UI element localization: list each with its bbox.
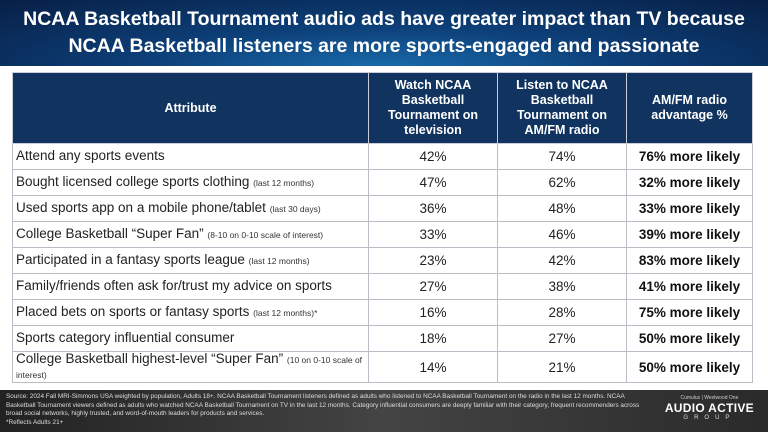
tv-value: 14%: [368, 351, 498, 383]
attribute-cell: Placed bets on sports or fantasy sports …: [12, 299, 369, 326]
attribute-cell: College Basketball “Super Fan” (8-10 on …: [12, 221, 369, 248]
logo-top: Cumulus | Westwood One: [680, 395, 739, 401]
tv-value: 23%: [368, 247, 498, 274]
advantage-value: 41% more likely: [626, 273, 753, 300]
attribute-note: (8-10 on 0-10 scale of interest): [207, 230, 324, 240]
tv-value: 18%: [368, 325, 498, 352]
table-row: Family/friends often ask for/trust my ad…: [12, 273, 753, 300]
attribute-label: Attend any sports events: [16, 148, 165, 163]
radio-value: 38%: [497, 273, 627, 300]
radio-value: 27%: [497, 325, 627, 352]
attribute-cell: Used sports app on a mobile phone/tablet…: [12, 195, 369, 222]
footer: Source: 2024 Fall MRI-Simmons USA weight…: [0, 390, 768, 432]
table-row: Attend any sports events 42% 74% 76% mor…: [12, 143, 753, 170]
attribute-note: (last 12 months): [253, 178, 315, 188]
audio-active-group-logo: Cumulus | Westwood One AUDIO ACTIVE GROU…: [665, 395, 754, 421]
page-title: NCAA Basketball Tournament audio ads hav…: [0, 0, 768, 66]
header-attribute: Attribute: [12, 72, 369, 144]
title-line-1: NCAA Basketball Tournament audio ads hav…: [23, 8, 745, 30]
table-row: College Basketball “Super Fan” (8-10 on …: [12, 221, 753, 248]
tv-value: 16%: [368, 299, 498, 326]
attribute-cell: Family/friends often ask for/trust my ad…: [12, 273, 369, 300]
attribute-label: College Basketball “Super Fan”: [16, 226, 204, 241]
tv-value: 42%: [368, 143, 498, 170]
radio-value: 42%: [497, 247, 627, 274]
table-row: Placed bets on sports or fantasy sports …: [12, 299, 753, 326]
attribute-cell: College Basketball highest-level “Super …: [12, 351, 369, 383]
attribute-label: College Basketball highest-level “Super …: [16, 351, 284, 366]
advantage-value: 39% more likely: [626, 221, 753, 248]
advantage-value: 50% more likely: [626, 325, 753, 352]
radio-value: 21%: [497, 351, 627, 383]
table-row: Sports category influential consumer 18%…: [12, 325, 753, 352]
attribute-label: Bought licensed college sports clothing: [16, 174, 250, 189]
advantage-value: 33% more likely: [626, 195, 753, 222]
attribute-label: Participated in a fantasy sports league: [16, 252, 245, 267]
advantage-value: 76% more likely: [626, 143, 753, 170]
advantage-value: 50% more likely: [626, 351, 753, 383]
attribute-label: Family/friends often ask for/trust my ad…: [16, 278, 332, 293]
attribute-cell: Attend any sports events: [12, 143, 369, 170]
tv-value: 36%: [368, 195, 498, 222]
attribute-label: Sports category influential consumer: [16, 330, 235, 345]
radio-value: 28%: [497, 299, 627, 326]
footnote-text: *Reflects Adults 21+: [6, 418, 64, 426]
header-advantage: AM/FM radio advantage %: [626, 72, 753, 144]
logo-main: AUDIO ACTIVE: [664, 401, 754, 415]
logo-group: GROUP: [683, 415, 736, 421]
radio-value: 46%: [497, 221, 627, 248]
advantage-value: 32% more likely: [626, 169, 753, 196]
title-line-2: NCAA Basketball listeners are more sport…: [68, 35, 700, 57]
attribute-cell: Participated in a fantasy sports league …: [12, 247, 369, 274]
attribute-note: (last 30 days): [269, 204, 321, 214]
tv-value: 33%: [368, 221, 498, 248]
radio-value: 62%: [497, 169, 627, 196]
attribute-note: (10 on 0-10 scale of interest): [16, 355, 363, 380]
header-tv: Watch NCAA Basketball Tournament on tele…: [368, 72, 498, 144]
advantage-value: 75% more likely: [626, 299, 753, 326]
attribute-cell: Sports category influential consumer: [12, 325, 369, 352]
table-row: Used sports app on a mobile phone/tablet…: [12, 195, 753, 222]
radio-value: 74%: [497, 143, 627, 170]
source-note: Source: 2024 Fall MRI-Simmons USA weight…: [6, 393, 646, 427]
header-radio: Listen to NCAA Basketball Tournament on …: [497, 72, 627, 144]
attribute-note: (last 12 months): [248, 256, 310, 266]
attribute-cell: Bought licensed college sports clothing …: [12, 169, 369, 196]
table-row: Participated in a fantasy sports league …: [12, 247, 753, 274]
source-text: Source: 2024 Fall MRI-Simmons USA weight…: [6, 393, 640, 418]
attribute-note: (last 12 months)*: [253, 308, 318, 318]
comparison-table: Attribute Watch NCAA Basketball Tourname…: [12, 72, 753, 383]
table-row: Bought licensed college sports clothing …: [12, 169, 753, 196]
tv-value: 47%: [368, 169, 498, 196]
attribute-label: Placed bets on sports or fantasy sports: [16, 304, 250, 319]
attribute-label: Used sports app on a mobile phone/tablet: [16, 200, 266, 215]
table-row: College Basketball highest-level “Super …: [12, 351, 753, 383]
advantage-value: 83% more likely: [626, 247, 753, 274]
radio-value: 48%: [497, 195, 627, 222]
tv-value: 27%: [368, 273, 498, 300]
